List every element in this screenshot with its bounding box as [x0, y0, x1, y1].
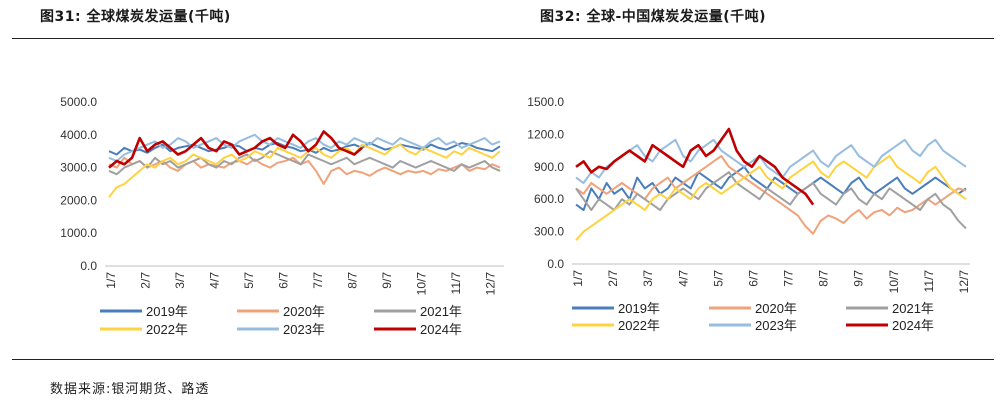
x-tick-label: 10/7 — [887, 270, 901, 294]
x-tick-label: 2/7 — [606, 270, 620, 287]
x-tick-label: 1/7 — [571, 270, 585, 287]
legend-label: 2024年 — [420, 322, 462, 337]
chart-right-title: 图32: 全球-中国煤炭发运量(千吨) — [540, 9, 767, 25]
footer-divider — [12, 359, 994, 360]
x-tick-label: 3/7 — [173, 272, 187, 289]
x-tick-label: 4/7 — [207, 272, 221, 289]
header-divider — [12, 38, 994, 39]
y-tick-label: 600.0 — [534, 192, 564, 206]
y-tick-label: 1000.0 — [60, 226, 97, 240]
chart-global-china-coal-shipments: 0.0 300.0 600.0 900.0 1200.0 1500.0 1/7 2/7 3/7 4… — [527, 95, 971, 333]
legend-label: 2020年 — [283, 304, 325, 319]
y-tick-label: 5000.0 — [60, 95, 97, 109]
x-tick-label: 9/7 — [380, 272, 394, 289]
y-tick-label: 1500.0 — [527, 95, 564, 109]
x-tick-label: 6/7 — [276, 272, 290, 289]
series-line-2024 — [108, 130, 363, 169]
chart-left-title: 图31: 全球煤炭发运量(千吨) — [40, 9, 231, 25]
series-line-2022 — [108, 143, 501, 198]
x-tick-label: 7/7 — [311, 272, 325, 289]
y-tick-label: 1200.0 — [527, 127, 564, 141]
y-tick-label: 300.0 — [534, 225, 564, 239]
y-tick-label: 2000.0 — [60, 193, 97, 207]
y-tick-label: 0.0 — [547, 257, 564, 271]
legend-label: 2021年 — [420, 304, 462, 319]
legend-label: 2022年 — [618, 318, 660, 333]
legend-label: 2019年 — [146, 304, 188, 319]
legend-label: 2021年 — [892, 301, 934, 316]
legend-label: 2020年 — [755, 301, 797, 316]
x-tick-label: 12/7 — [483, 272, 497, 296]
x-tick-label: 12/7 — [957, 270, 971, 294]
x-tick-label: 9/7 — [852, 270, 866, 287]
chart-global-coal-shipments: 0.0 1000.0 2000.0 3000.0 4000.0 5000.0 1/7 2/7 3… — [60, 95, 504, 337]
y-tick-label: 900.0 — [534, 160, 564, 174]
legend-label: 2022年 — [146, 322, 188, 337]
x-tick-label: 11/7 — [922, 270, 936, 293]
y-tick-label: 0.0 — [80, 259, 97, 273]
series-line-2020 — [575, 155, 967, 235]
x-tick-label: 8/7 — [345, 272, 359, 289]
x-tick-label: 10/7 — [414, 272, 428, 296]
y-tick-label: 3000.0 — [60, 161, 97, 175]
x-tick-label: 2/7 — [138, 272, 152, 289]
series-line-2019 — [575, 165, 967, 211]
series-line-2021 — [575, 171, 967, 230]
series-line-2024 — [575, 127, 815, 206]
x-tick-label: 6/7 — [746, 270, 760, 287]
x-tick-label: 1/7 — [104, 272, 118, 289]
legend-label: 2024年 — [892, 318, 934, 333]
x-tick-label: 11/7 — [449, 272, 463, 295]
series-line-2020 — [108, 156, 501, 185]
x-tick-label: 4/7 — [676, 270, 690, 287]
legend-label: 2019年 — [618, 301, 660, 316]
x-tick-label: 5/7 — [711, 270, 725, 287]
series-line-2023 — [575, 138, 967, 184]
x-tick-label: 8/7 — [817, 270, 831, 287]
x-tick-label: 5/7 — [242, 272, 256, 289]
series-line-2022 — [575, 155, 967, 241]
legend-label: 2023年 — [755, 318, 797, 333]
data-source-note: 数据来源:银河期货、路透 — [50, 382, 210, 397]
x-tick-label: 7/7 — [782, 270, 796, 287]
y-tick-label: 4000.0 — [60, 128, 97, 142]
series-line-2021 — [108, 150, 501, 176]
legend-label: 2023年 — [283, 322, 325, 337]
x-tick-label: 3/7 — [641, 270, 655, 287]
